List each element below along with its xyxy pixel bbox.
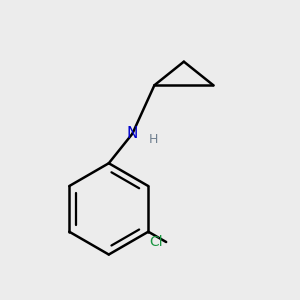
Text: N: N	[127, 126, 138, 141]
Text: Cl: Cl	[150, 235, 163, 249]
Text: H: H	[148, 133, 158, 146]
